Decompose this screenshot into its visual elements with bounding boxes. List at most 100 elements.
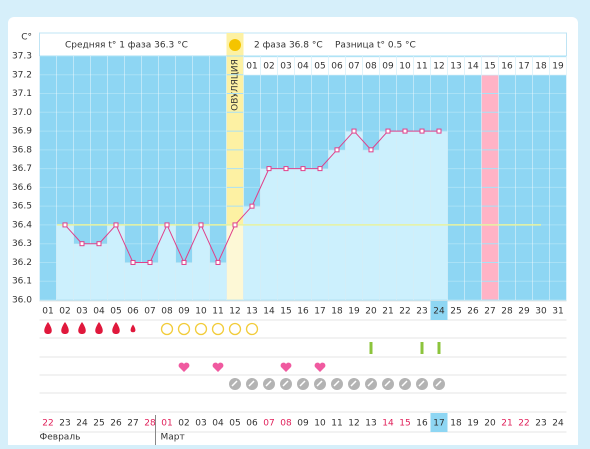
temp-point xyxy=(300,166,306,172)
bleeding-drop xyxy=(130,324,136,333)
date: 13 xyxy=(365,419,376,429)
phase2-day: 03 xyxy=(280,62,291,72)
date: 27 xyxy=(127,419,138,429)
phase1-average: Средняя t° 1 фаза 36.3 °C xyxy=(65,41,188,51)
mucus-circle xyxy=(228,322,242,336)
temp-point xyxy=(130,259,136,265)
date: 28 xyxy=(144,419,156,429)
temp-point xyxy=(283,166,289,172)
heart xyxy=(314,362,326,372)
temp-point xyxy=(317,166,323,172)
phase2-day: 02 xyxy=(263,62,274,72)
bleeding-drop xyxy=(78,322,86,334)
bleeding-drop xyxy=(112,322,120,334)
phase2-day: 10 xyxy=(399,62,411,72)
date: 07 xyxy=(263,419,274,429)
temp-bar xyxy=(294,168,312,301)
y-tick-label: 36.7 xyxy=(12,164,32,174)
date: 10 xyxy=(314,419,326,429)
check-mark xyxy=(282,380,289,387)
check-mark xyxy=(401,380,408,387)
ovulation-label: ОВУЛЯЦИЯ xyxy=(231,59,241,111)
check-mark xyxy=(316,380,323,387)
date: 23 xyxy=(59,419,70,429)
check-mark xyxy=(265,380,272,387)
cycle-day: 26 xyxy=(467,307,479,317)
phase2-day: 08 xyxy=(365,62,377,72)
cycle-day: 04 xyxy=(93,307,105,317)
temp-bar xyxy=(192,224,210,301)
temp-bar xyxy=(158,224,176,301)
temp-point xyxy=(436,128,442,134)
phase2-day: 07 xyxy=(348,62,359,72)
phase2-day: 19 xyxy=(552,62,564,72)
date: 04 xyxy=(212,419,224,429)
date: 22 xyxy=(42,419,53,429)
temp-point xyxy=(385,128,391,134)
mucus-circle xyxy=(211,322,225,336)
test-mark xyxy=(420,342,424,354)
temp-point xyxy=(232,222,238,228)
y-tick-label: 36.0 xyxy=(12,296,32,306)
cycle-day: 25 xyxy=(450,307,461,317)
temp-point xyxy=(181,259,187,265)
date: 11 xyxy=(331,419,342,429)
sun-icon xyxy=(229,39,241,51)
cycle-day: 12 xyxy=(229,307,240,317)
check-mark xyxy=(418,380,425,387)
phase2-average: 2 фаза 36.8 °C xyxy=(254,41,323,51)
y-tick-label: 36.1 xyxy=(12,277,32,287)
temp-bar xyxy=(311,168,329,301)
temp-point xyxy=(62,222,68,228)
date: 14 xyxy=(382,419,394,429)
y-tick-label: 36.6 xyxy=(12,183,32,193)
cycle-day: 07 xyxy=(144,307,155,317)
temp-point xyxy=(147,259,153,265)
phase2-day: 15 xyxy=(484,62,495,72)
mucus-circle xyxy=(177,322,191,336)
date: 15 xyxy=(399,419,410,429)
y-tick-label: 37.0 xyxy=(12,108,32,118)
date: 24 xyxy=(552,419,564,429)
temp-point xyxy=(249,203,255,209)
temp-point xyxy=(79,241,85,247)
y-tick-label: 36.4 xyxy=(12,220,32,230)
temp-bar xyxy=(345,130,363,301)
check-mark xyxy=(384,380,391,387)
marked-column xyxy=(481,56,499,300)
temp-bar xyxy=(226,224,244,301)
cycle-day: 24 xyxy=(433,307,445,317)
mucus-circle xyxy=(245,322,259,336)
check-mark xyxy=(333,380,340,387)
date: 05 xyxy=(229,419,240,429)
date: 01 xyxy=(161,419,172,429)
temp-bar xyxy=(413,130,431,301)
date: 25 xyxy=(93,419,104,429)
temp-bar xyxy=(141,262,159,301)
y-tick-label: 36.3 xyxy=(12,239,32,249)
bleeding-drop xyxy=(95,322,103,334)
mucus-circle xyxy=(194,322,208,336)
test-mark xyxy=(437,342,441,354)
temp-bar xyxy=(277,168,295,301)
bleeding-drop xyxy=(61,322,69,334)
y-tick-label: 36.9 xyxy=(12,127,32,137)
temp-bar xyxy=(124,262,142,301)
phase2-day: 18 xyxy=(535,62,547,72)
temp-bar xyxy=(260,168,278,301)
temp-bar xyxy=(107,224,125,301)
date: 03 xyxy=(195,419,206,429)
phase2-day: 06 xyxy=(331,62,343,72)
phase2-day: 17 xyxy=(518,62,529,72)
cycle-day: 30 xyxy=(535,307,547,317)
cycle-day: 17 xyxy=(314,307,325,317)
cycle-day: 18 xyxy=(331,307,343,317)
cycle-day: 19 xyxy=(348,307,360,317)
check-mark xyxy=(367,380,374,387)
phase2-day: 16 xyxy=(501,62,513,72)
cycle-day: 20 xyxy=(365,307,377,317)
temp-point xyxy=(402,128,408,134)
phase2-day: 05 xyxy=(314,62,325,72)
y-tick-label: 37.2 xyxy=(12,70,32,80)
